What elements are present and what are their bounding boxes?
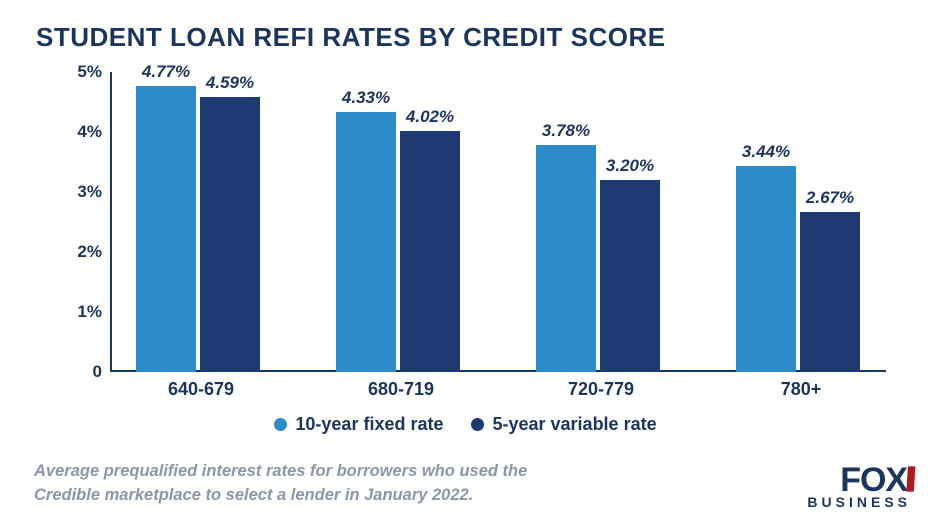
bar-value-label: 3.78% <box>506 121 626 141</box>
bar-group: 3.44%2.67%780+ <box>736 72 866 372</box>
bar: 2.67% <box>800 212 860 372</box>
chart-title: STUDENT LOAN REFI RATES BY CREDIT SCORE <box>36 22 666 53</box>
legend-label: 10-year fixed rate <box>295 414 443 434</box>
legend-item: 5-year variable rate <box>471 414 656 435</box>
bar-value-label: 2.67% <box>770 188 890 208</box>
bar: 3.20% <box>600 180 660 372</box>
logo-top-text: FOX <box>840 466 907 495</box>
category-label: 720-779 <box>568 379 634 400</box>
bar-group: 3.78%3.20%720-779 <box>536 72 666 372</box>
y-tick-label: 3% <box>77 182 102 202</box>
bar-value-label: 3.44% <box>706 142 826 162</box>
bar-value-label: 4.33% <box>306 88 426 108</box>
bar: 4.02% <box>400 131 460 372</box>
legend-swatch-icon <box>274 418 287 431</box>
bar-group: 4.33%4.02%680-719 <box>336 72 466 372</box>
bar: 4.33% <box>336 112 396 372</box>
fox-business-logo: FOX\\ BUSINESS <box>807 466 911 509</box>
plot-area: 4.77%4.59%640-6794.33%4.02%680-7193.78%3… <box>110 72 886 372</box>
category-label: 640-679 <box>168 379 234 400</box>
footnote: Average prequalified interest rates for … <box>34 460 554 508</box>
legend-swatch-icon <box>471 418 484 431</box>
legend-label: 5-year variable rate <box>492 414 656 434</box>
legend: 10-year fixed rate 5-year variable rate <box>0 414 931 435</box>
y-tick-label: 2% <box>77 242 102 262</box>
y-tick-label: 5% <box>77 62 102 82</box>
y-tick-label: 4% <box>77 122 102 142</box>
chart-area: 01%2%3%4%5% 4.77%4.59%640-6794.33%4.02%6… <box>66 72 886 372</box>
y-tick-label: 0 <box>93 362 102 382</box>
category-label: 780+ <box>781 379 822 400</box>
bar: 4.77% <box>136 86 196 372</box>
y-tick-label: 1% <box>77 302 102 322</box>
bar-group: 4.77%4.59%640-679 <box>136 72 266 372</box>
category-label: 680-719 <box>368 379 434 400</box>
bar-value-label: 3.20% <box>570 156 690 176</box>
legend-item: 10-year fixed rate <box>274 414 443 435</box>
bar-value-label: 4.02% <box>370 107 490 127</box>
y-axis: 01%2%3%4%5% <box>66 72 110 372</box>
bar: 3.78% <box>536 145 596 372</box>
bar-value-label: 4.59% <box>170 73 290 93</box>
bar: 4.59% <box>200 97 260 372</box>
